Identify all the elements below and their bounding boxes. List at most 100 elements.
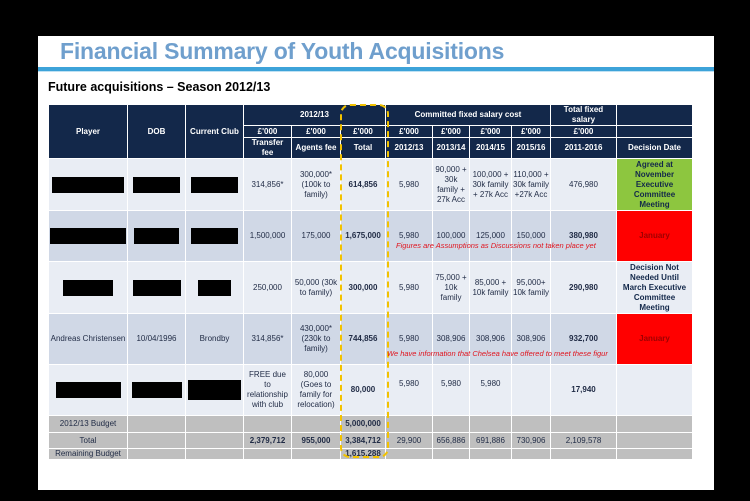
salary-total-cell: 476,980 [550,158,617,211]
empty-cell [616,432,693,449]
dob-cell-redacted [127,261,186,314]
decision-date-cell: Decision Not Needed Until March Executiv… [616,261,693,314]
group-header-total-fixed: Total fixed salary [550,104,617,126]
total-cell: 614,856 [340,158,386,211]
empty-cell [550,415,617,433]
salary-2012-13-cell: 5,980 [385,158,433,211]
empty-cell [511,415,551,433]
empty-cell [243,415,292,433]
salary-2013-14-cell: 308,906 [432,313,470,365]
title-divider [38,67,714,71]
decision-date-cell: January [616,210,693,262]
budget-label: 2012/13 Budget [48,415,128,433]
total-2014-15: 691,886 [469,432,512,449]
col-header-decision-date: Decision Date [616,137,693,159]
empty-cell [616,448,693,460]
col-header-dob: DOB [127,104,186,159]
table-row: 250,000 50,000 (30k to family) 300,000 5… [48,261,693,314]
total-2012-13: 29,900 [385,432,433,449]
budget-total: 5,000,000 [340,415,386,433]
unit-empty [616,125,693,138]
player-cell-redacted [48,210,128,262]
total-salary: 2,109,578 [550,432,617,449]
agents-fee-cell: 300,000* (100k to family) [291,158,341,211]
club-cell-redacted [185,210,244,262]
table-row: FREE due to relationship with club 80,00… [48,364,693,416]
empty-cell [616,415,693,433]
redaction-bar [134,228,179,244]
salary-2015-16-cell: 95,000+ 10k family [511,261,551,314]
salary-total-cell: 17,940 [550,364,617,416]
col-header-transfer-fee: Transfer fee [243,137,292,159]
total-cell: 1,675,000 [340,210,386,262]
agents-fee-cell: 175,000 [291,210,341,262]
transfer-fee-cell: 1,500,000 [243,210,292,262]
total-label: Total [48,432,128,449]
salary-total-cell: 380,980 [550,210,617,262]
salary-2014-15-cell: 308,906 [469,313,512,365]
salary-total-cell: 290,980 [550,261,617,314]
empty-cell [185,415,244,433]
unit-label: £'000 [511,125,551,138]
table-row: Andreas Christensen 10/04/1996 Brondby 3… [48,313,693,365]
empty-cell [127,448,186,460]
transfer-fee-cell: 250,000 [243,261,292,314]
salary-2015-16-cell [511,364,551,416]
redaction-bar [198,279,231,296]
assumptions-note: Figures are Assumptions as Discussions n… [396,241,596,250]
total-cell: 80,000 [340,364,386,416]
col-header-2013-14: 2013/14 [432,137,470,159]
unit-label: £'000 [432,125,470,138]
salary-2015-16-cell: 110,000 + 30k family +27k Acc [511,158,551,211]
decision-date-cell: January [616,313,693,365]
total-agents: 955,000 [291,432,341,449]
total-2013-14: 656,886 [432,432,470,449]
salary-2012-13-cell: 5,980 [385,261,433,314]
player-name-cell: Andreas Christensen [48,313,128,365]
col-header-2015-16: 2015/16 [511,137,551,159]
col-header-2011-2016: 2011-2016 [550,137,617,159]
decision-date-cell: Agreed at November Executive Committee M… [616,158,693,211]
slide: Financial Summary of Youth Acquisitions … [38,36,714,490]
unit-label: £'000 [243,125,292,138]
dob-cell-redacted [127,210,186,262]
total-2015-16: 730,906 [511,432,551,449]
redaction-bar [132,279,181,296]
transfer-fee-cell: 314,856* [243,313,292,365]
redaction-bar [52,176,124,193]
remaining-budget-row: Remaining Budget 1,615,288 [48,448,693,460]
transfer-fee-cell: FREE due to relationship with club [243,364,292,416]
total-row: Total 2,379,712 955,000 3,384,712 29,900… [48,432,693,449]
club-cell: Brondby [185,313,244,365]
col-header-club: Current Club [185,104,244,159]
salary-2012-13-cell: 5,980 [385,210,433,262]
group-header-empty [616,104,693,126]
table-row: 314,856* 300,000* (100k to family) 614,8… [48,158,693,211]
redaction-bar [50,228,126,244]
dob-cell-redacted [127,364,186,416]
total-cell: 744,856 [340,313,386,365]
col-header-2012-13: 2012/13 [385,137,433,159]
unit-label: £'000 [291,125,341,138]
chelsea-note: We have information that Chelsea have of… [387,349,608,358]
empty-cell [127,415,186,433]
unit-label: £'000 [550,125,617,138]
salary-2013-14-cell: 100,000 [432,210,470,262]
dob-cell: 10/04/1996 [127,313,186,365]
empty-cell [185,432,244,449]
remaining-label: Remaining Budget [48,448,128,460]
salary-2013-14-cell: 5,980 [432,364,470,416]
agents-fee-cell: 430,000* (230k to family) [291,313,341,365]
player-cell-redacted [48,364,128,416]
empty-cell [432,415,470,433]
redaction-bar [131,382,182,398]
salary-2012-13-cell: 5,980 [385,364,433,416]
group-header-season: 2012/13 [243,104,386,126]
salary-total-cell: 932,700 [550,313,617,365]
salary-2013-14-cell: 75,000 + 10k family [432,261,470,314]
salary-2014-15-cell: 125,000 [469,210,512,262]
remaining-total: 1,615,288 [340,448,386,460]
redaction-bar [133,176,180,193]
empty-cell [385,448,433,460]
salary-2015-16-cell: 150,000 [511,210,551,262]
